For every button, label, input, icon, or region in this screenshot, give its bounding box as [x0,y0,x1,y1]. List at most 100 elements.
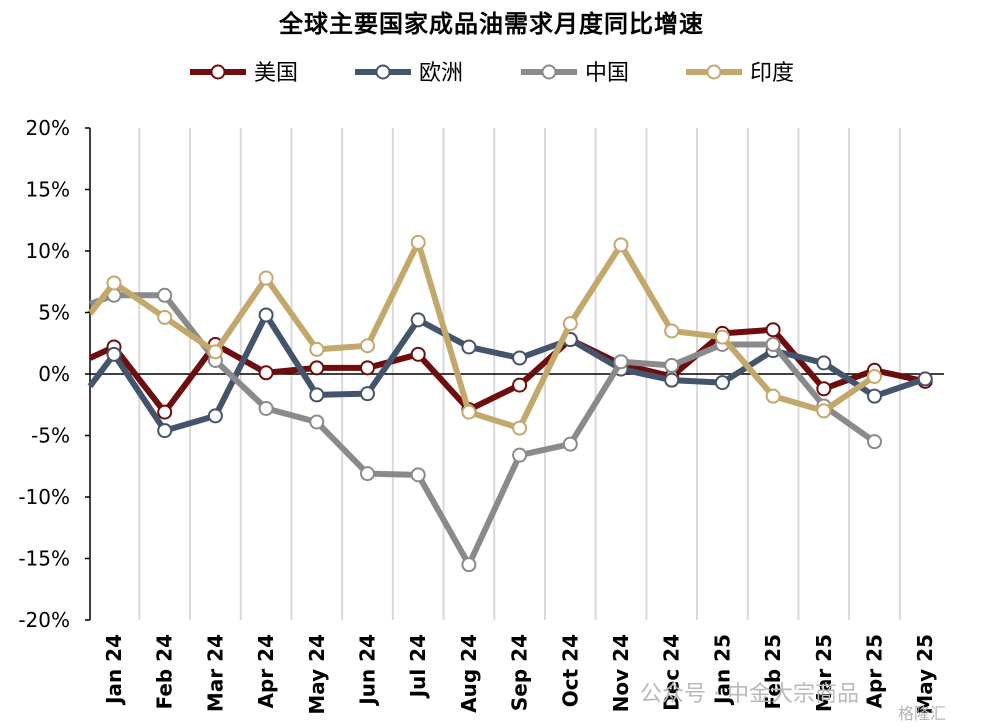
x-tick-label: Oct 24 [558,634,582,707]
data-point [816,403,832,419]
data-point [410,312,426,328]
x-tick-label: Mar 25 [812,634,836,712]
legend: 美国 欧洲 中国 印度 [190,61,794,86]
y-axis-ticks: 20% 15% 10% 5% 0% -5% -10% -15% -20% [18,116,90,632]
legend-label: 印度 [750,61,794,86]
legend-item: 中国 [521,61,629,86]
y-tick-label: -10% [18,485,70,509]
x-tick-label: Jul 24 [406,634,430,699]
y-tick-label: -20% [18,608,70,632]
data-point [461,339,477,355]
legend-label: 美国 [254,61,298,86]
data-point [512,447,528,463]
series-line [88,326,926,416]
series-line [88,292,877,568]
data-point [512,350,528,366]
data-point [258,400,274,416]
x-tick-label: Jan 24 [102,634,126,706]
y-tick-label: 10% [26,239,70,263]
y-tick-label: 15% [26,178,70,202]
axes [89,128,944,620]
data-point [309,414,325,430]
data-point [714,329,730,345]
legend-label: 中国 [585,61,629,86]
series-layer [87,234,933,573]
x-tick-label: May 24 [305,634,329,715]
legend-swatch-marker [375,64,391,80]
x-tick-label: Dec 24 [660,634,684,711]
data-point [512,420,528,436]
data-point [461,557,477,573]
data-point [360,360,375,376]
watermark-source: 格隆汇 [898,704,947,723]
data-point [157,287,173,303]
y-tick-label: -5% [31,424,70,448]
y-tick-label: 0% [38,362,70,386]
x-tick-label: Nov 24 [609,634,633,712]
data-point [512,377,528,393]
x-tick-label: Jun 24 [356,634,380,707]
legend-label: 欧洲 [419,61,463,86]
data-point [714,375,730,391]
x-tick-label: Aug 24 [457,634,481,713]
x-tick-label: Mar 24 [203,634,227,712]
data-point [867,388,882,404]
data-point [309,360,325,376]
data-point [106,346,122,362]
data-point [258,307,274,323]
data-point [360,386,375,402]
data-point [461,404,477,420]
data-point [360,338,375,354]
legend-swatch-marker [541,64,557,80]
data-point [765,336,781,352]
data-point [309,387,325,403]
data-point [258,365,274,381]
x-tick-label: Apr 24 [254,634,278,708]
legend-swatch-marker [210,64,226,80]
y-tick-label: 5% [38,301,70,325]
data-point [765,322,781,338]
data-point [816,355,832,371]
data-point [562,316,578,332]
series-2 [87,307,933,439]
series-4 [87,234,882,436]
data-point [816,381,832,397]
legend-item: 美国 [190,61,298,86]
x-tick-label: Apr 25 [863,634,887,708]
chart-title: 全球主要国家成品油需求月度同比增速 [279,10,704,38]
x-tick-label: Feb 24 [153,634,177,710]
legend-swatch-marker [706,64,722,80]
x-tick-label: Jan 25 [710,634,734,706]
data-point [410,234,426,250]
data-point [360,466,375,482]
data-point [258,270,274,286]
data-point [867,368,882,384]
data-point [207,408,223,424]
watermark-text: 公众号 · 中金大宗商品 [640,682,859,707]
data-point [410,346,426,362]
legend-item: 欧洲 [355,61,463,86]
data-point [562,436,578,452]
x-tick-label: Feb 25 [761,634,785,710]
data-point [765,388,781,404]
data-point [917,371,933,387]
legend-item: 印度 [686,61,794,86]
data-point [664,323,680,339]
x-axis-ticks: Jan 24 Feb 24 Mar 24 Apr 24 May 24 Jun 24 Jul … [102,634,937,715]
y-tick-label: -15% [18,547,70,571]
data-point [106,275,122,291]
x-tick-label: May 25 [913,634,937,715]
data-point [664,357,680,373]
data-point [157,309,173,325]
data-point [207,344,223,360]
y-tick-label: 20% [26,116,70,140]
x-tick-label: Sep 24 [508,634,532,711]
data-point [613,354,629,370]
data-point [410,467,426,483]
data-point [867,434,882,450]
data-point [157,404,173,420]
data-point [157,423,173,439]
data-point [613,237,629,253]
data-point [664,372,680,388]
